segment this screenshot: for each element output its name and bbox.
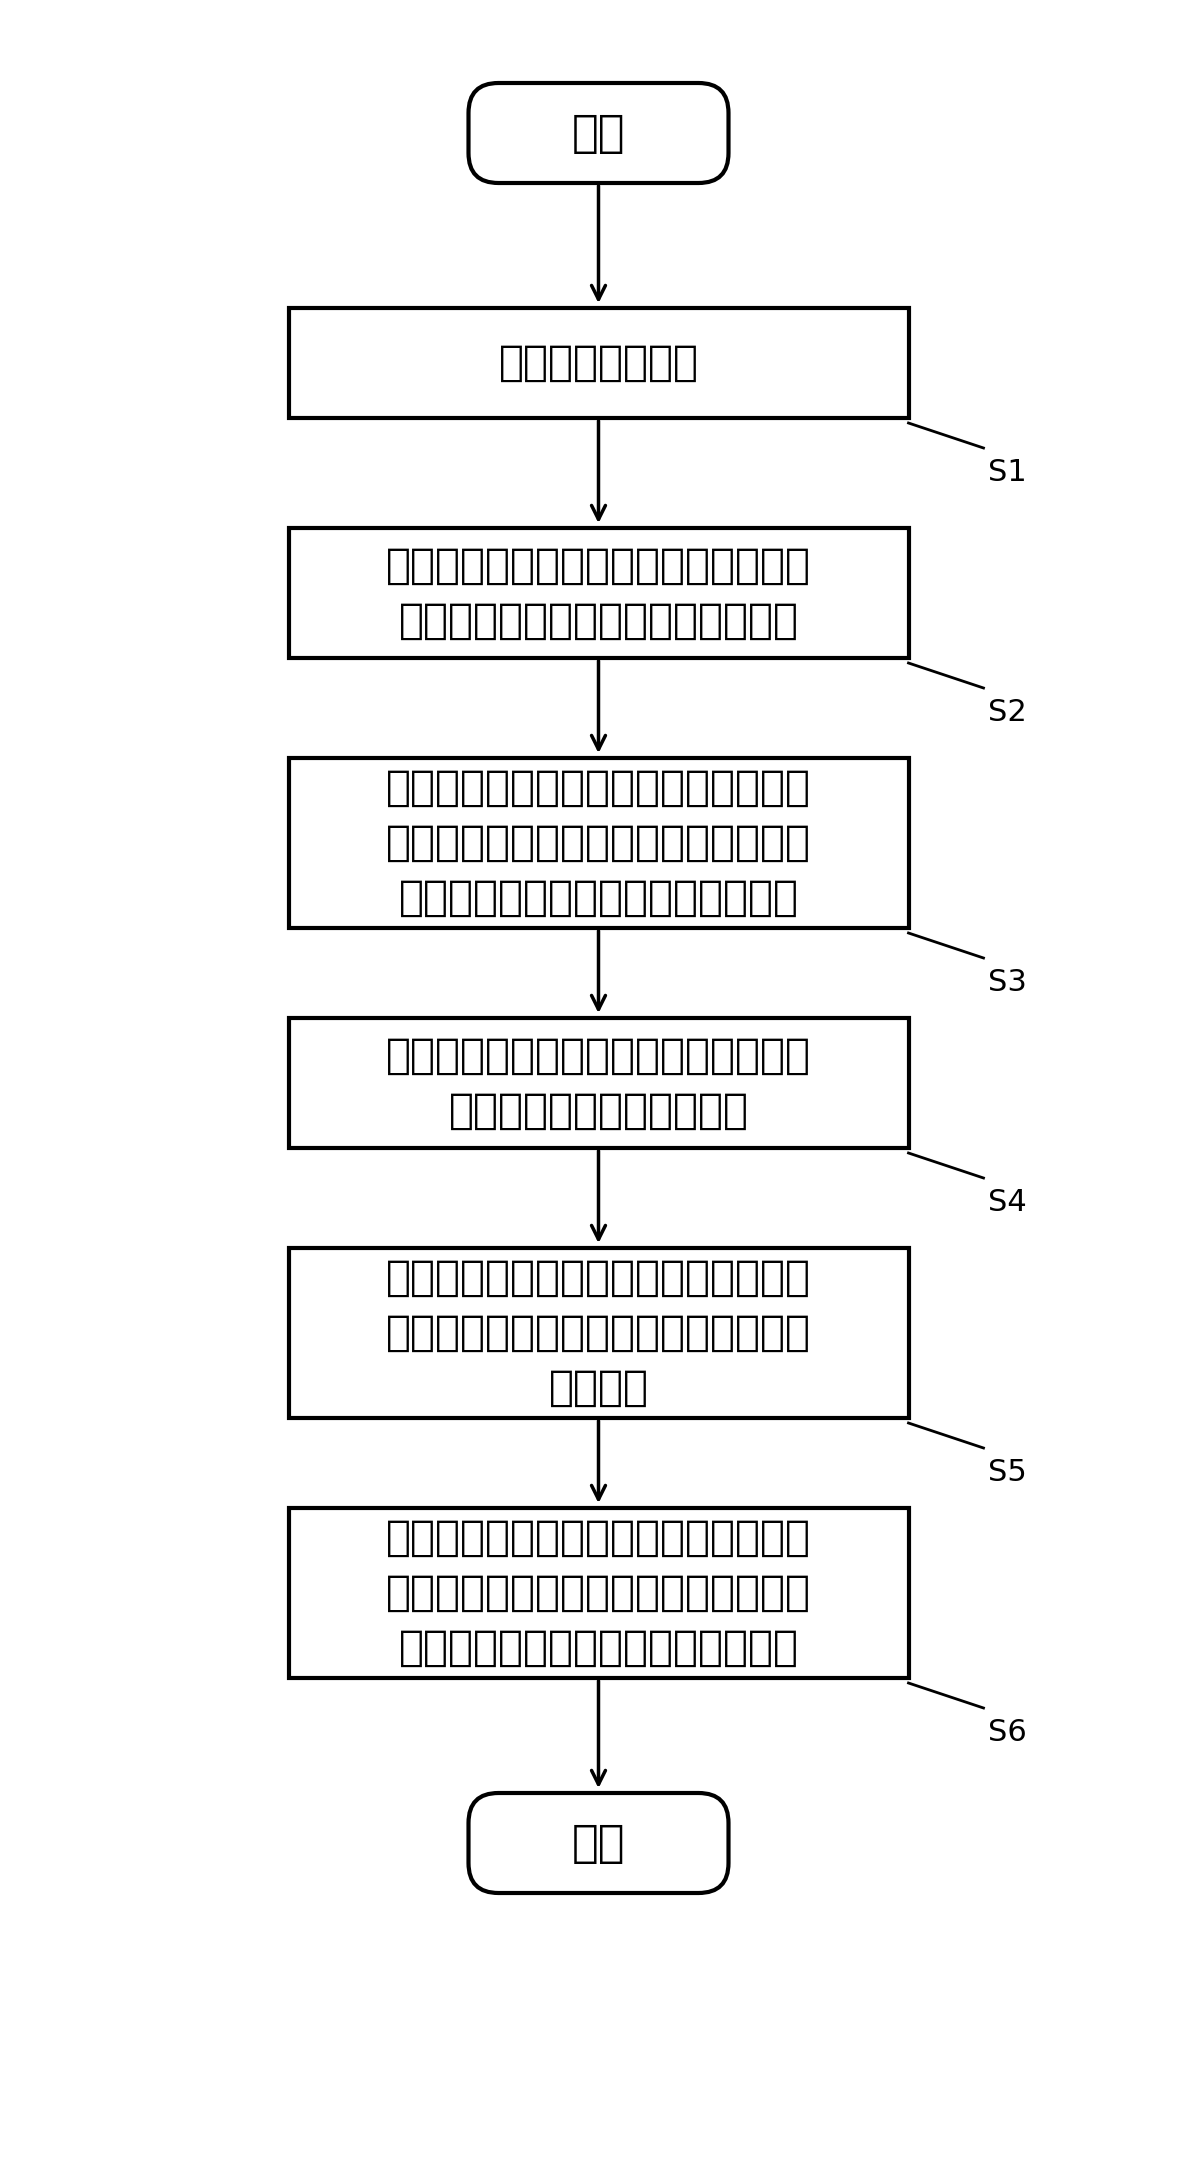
Text: 对属于同一目标的视频数据信息进行最
小包络处理，得到属于同一目标的最小
覆盖包络: 对属于同一目标的视频数据信息进行最 小包络处理，得到属于同一目标的最小 覆盖包络 [385, 1257, 812, 1410]
Text: 对属于同一目标的最小覆盖包络内的视
频数据信息进行平滑处理，得到平滑处
理后的属于同一目标的视频数据信息: 对属于同一目标的最小覆盖包络内的视 频数据信息进行平滑处理，得到平滑处 理后的属… [385, 1517, 812, 1670]
Bar [288, 528, 909, 657]
Bar [288, 1017, 909, 1148]
Text: S5: S5 [989, 1458, 1027, 1487]
Bar [288, 758, 909, 928]
Bar [288, 308, 909, 417]
Text: S2: S2 [989, 699, 1027, 727]
FancyBboxPatch shape [468, 1792, 729, 1893]
Bar [288, 1249, 909, 1419]
Text: S1: S1 [989, 458, 1027, 487]
FancyBboxPatch shape [468, 83, 729, 183]
Text: 对视频数据信息进行双阈値判断，得到
双阈値判断后的目标的视频数据信息: 对视频数据信息进行双阈値判断，得到 双阈値判断后的目标的视频数据信息 [385, 544, 812, 642]
Text: S3: S3 [989, 967, 1027, 998]
Bar [288, 1508, 909, 1679]
Text: 结束: 结束 [572, 1821, 625, 1864]
Text: 获取视频数据信息: 获取视频数据信息 [498, 343, 699, 384]
Text: S6: S6 [989, 1718, 1027, 1746]
Text: 对双阈値判断后的目标的视频数据信息
进行模糊化处理，并根据模糊化处理后
的目标的视频数据信息构成二维图像: 对双阈値判断后的目标的视频数据信息 进行模糊化处理，并根据模糊化处理后 的目标的… [385, 766, 812, 919]
Text: S4: S4 [989, 1188, 1027, 1216]
Text: 开始: 开始 [572, 111, 625, 155]
Text: 对二维图像进行目标边缘提取，得到属
于同一目标的视频数据信息: 对二维图像进行目标边缘提取，得到属 于同一目标的视频数据信息 [385, 1035, 812, 1131]
